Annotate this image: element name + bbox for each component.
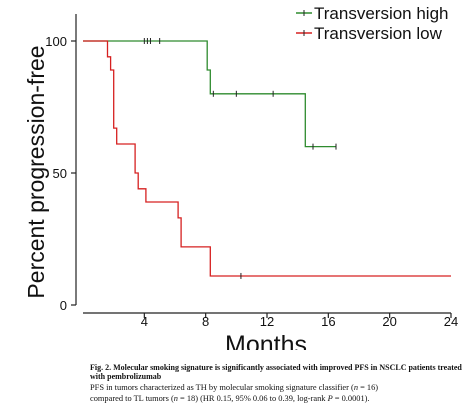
- caption-n-label: n: [353, 383, 359, 392]
- caption-p-label: P: [327, 393, 333, 403]
- legend-label: Transversion low: [314, 24, 443, 43]
- x-tick-label: 8: [202, 314, 209, 329]
- x-tick-label: 4: [141, 314, 148, 329]
- caption-text: = 16): [358, 383, 379, 392]
- chart-series: [83, 38, 451, 279]
- series-line-transversion-high: [83, 40, 336, 148]
- caption-text: = 18) (HR 0.15, 95% 0.06 to 0.39, log-ra…: [177, 393, 328, 403]
- y-tick-label: 100: [45, 34, 67, 49]
- figure-caption: Fig. 2. Molecular smoking signature is s…: [90, 363, 470, 404]
- caption-body: PFS in tumors characterized as TH by mol…: [90, 383, 470, 404]
- caption-text: PFS in tumors characterized as TH by mol…: [90, 383, 354, 392]
- km-chart: 4 8 12 16 20 24 0 50 100 Transversion highTransv…: [23, 4, 458, 350]
- y-tick-label: 0: [60, 298, 67, 313]
- y-tick-label: 50: [53, 166, 67, 181]
- y-axis-label: Percent progression-free: [23, 45, 49, 298]
- chart-axes: 4 8 12 16 20 24 0 50 100: [45, 14, 458, 329]
- caption-text: compared to TL tumors (: [90, 393, 174, 403]
- x-tick-label: 16: [321, 314, 335, 329]
- caption-n-label: n: [173, 393, 178, 403]
- x-tick-label: 24: [444, 314, 458, 329]
- series-line-transversion-low: [83, 40, 451, 277]
- caption-title: Fig. 2. Molecular smoking signature is s…: [90, 363, 462, 381]
- caption-text: = 0.0001).: [332, 393, 370, 403]
- x-axis-label: Months: [225, 331, 307, 350]
- x-tick-label: 20: [382, 314, 396, 329]
- legend-label: Transversion high: [314, 4, 449, 23]
- x-tick-label: 12: [260, 314, 274, 329]
